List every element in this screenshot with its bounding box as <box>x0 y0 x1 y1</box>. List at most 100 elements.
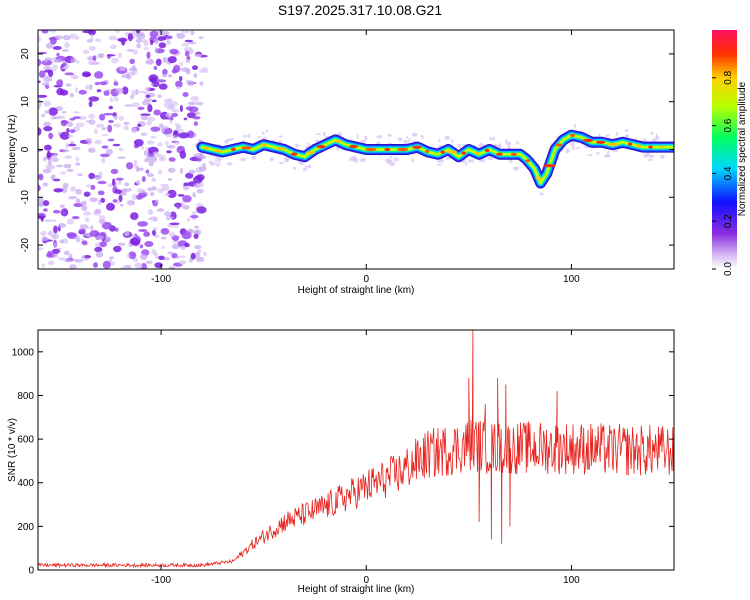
ridge-halo-dot <box>505 141 512 146</box>
noise-blob <box>68 254 73 258</box>
ridge-halo-dot <box>487 155 494 161</box>
noise-blob <box>123 121 130 126</box>
noise-blob <box>149 191 155 197</box>
ridge-halo-dot <box>354 158 359 163</box>
noise-blob <box>110 168 119 175</box>
noise-blob <box>88 113 95 119</box>
noise-blob <box>135 38 143 44</box>
noise-blob <box>124 182 130 187</box>
noise-blob <box>157 169 163 175</box>
noise-blob <box>43 208 48 212</box>
noise-blob <box>167 189 177 199</box>
noise-blob <box>133 139 144 147</box>
ridge-halo-dot <box>351 157 355 162</box>
noise-blob <box>59 131 70 140</box>
ridge-halo-dot <box>660 154 665 159</box>
ridge-hotspot <box>555 143 563 147</box>
noise-blob <box>117 156 126 159</box>
ridge-halo-dot <box>208 160 214 165</box>
noise-blob <box>190 95 200 102</box>
ridge-halo-dot <box>516 140 519 145</box>
noise-blob <box>124 231 130 237</box>
noise-blob <box>147 104 153 113</box>
noise-blob <box>112 199 118 203</box>
noise-blob <box>167 216 175 219</box>
noise-blob <box>158 156 164 162</box>
noise-blob <box>88 147 96 153</box>
noise-blob <box>66 168 74 172</box>
noise-blob <box>112 178 116 187</box>
noise-blob <box>182 205 190 210</box>
noise-blob <box>144 91 150 96</box>
noise-blob <box>76 60 80 64</box>
noise-blob <box>82 49 90 54</box>
noise-blob <box>121 188 128 193</box>
chart-title: S197.2025.317.10.08.G21 <box>277 2 443 18</box>
noise-blob <box>122 86 129 95</box>
noise-blob <box>41 263 45 268</box>
noise-blob <box>181 231 192 240</box>
noise-blob <box>158 42 167 49</box>
ridge-halo-dot <box>376 135 383 139</box>
spectrogram-y-ticks: -20 -10 0 10 20 <box>20 48 674 252</box>
noise-blob <box>183 242 190 248</box>
noise-blob <box>167 74 173 78</box>
ridge-halo-dot <box>451 138 454 144</box>
colorbar-tick-label: 0.2 <box>723 214 734 228</box>
noise-blob <box>52 64 58 69</box>
noise-blob <box>43 69 53 73</box>
noise-blob <box>57 223 67 228</box>
noise-blob <box>43 121 51 127</box>
noise-blob <box>129 58 135 65</box>
ridge-halo-dot <box>224 139 229 144</box>
noise-blob <box>198 139 204 143</box>
noise-blob <box>119 203 124 207</box>
x-tick-label: -100 <box>151 274 171 285</box>
noise-blob <box>147 116 156 122</box>
noise-blob <box>187 80 194 87</box>
ridge-halo-dot <box>573 124 577 128</box>
noise-blob <box>75 198 81 205</box>
noise-blob <box>153 252 159 257</box>
ridge-hotspot <box>231 147 236 151</box>
noise-blob <box>183 117 188 121</box>
noise-blob <box>66 128 70 133</box>
colorbar-tick-label: 0.6 <box>723 118 734 132</box>
noise-blob <box>139 244 144 249</box>
noise-blob <box>94 82 100 86</box>
noise-blob <box>82 255 86 259</box>
noise-blob <box>171 243 180 250</box>
noise-blob <box>146 140 155 145</box>
noise-blob <box>157 36 166 41</box>
noise-blob <box>99 241 107 248</box>
ridge-halo-dot <box>376 141 381 145</box>
noise-blob <box>109 44 117 50</box>
ridge-halo-dot <box>217 159 221 164</box>
noise-blob <box>139 167 143 171</box>
noise-blob <box>161 74 168 78</box>
ridge-halo-dot <box>322 131 326 137</box>
noise-blob <box>140 113 151 116</box>
noise-blob <box>135 179 141 185</box>
noise-blob <box>155 255 159 259</box>
noise-blob <box>56 87 65 96</box>
noise-blob <box>115 88 124 94</box>
noise-blob <box>170 113 179 117</box>
noise-blob <box>143 158 151 162</box>
ridge-halo-dot <box>436 160 441 163</box>
noise-blob <box>178 260 187 265</box>
ridge-hotspot <box>543 164 556 168</box>
ridge-hotspot <box>595 140 606 144</box>
ridge-halo-dot <box>437 139 441 142</box>
noise-blob <box>130 212 139 221</box>
noise-blob <box>157 142 163 147</box>
noise-blob <box>90 184 96 191</box>
noise-blob <box>166 144 176 149</box>
noise-blob <box>56 79 64 87</box>
noise-blob <box>60 210 67 216</box>
noise-blob <box>62 62 67 67</box>
noise-blob <box>80 201 87 206</box>
noise-blob <box>108 35 117 41</box>
noise-blob <box>174 225 179 229</box>
y-tick-label: 20 <box>20 48 31 60</box>
